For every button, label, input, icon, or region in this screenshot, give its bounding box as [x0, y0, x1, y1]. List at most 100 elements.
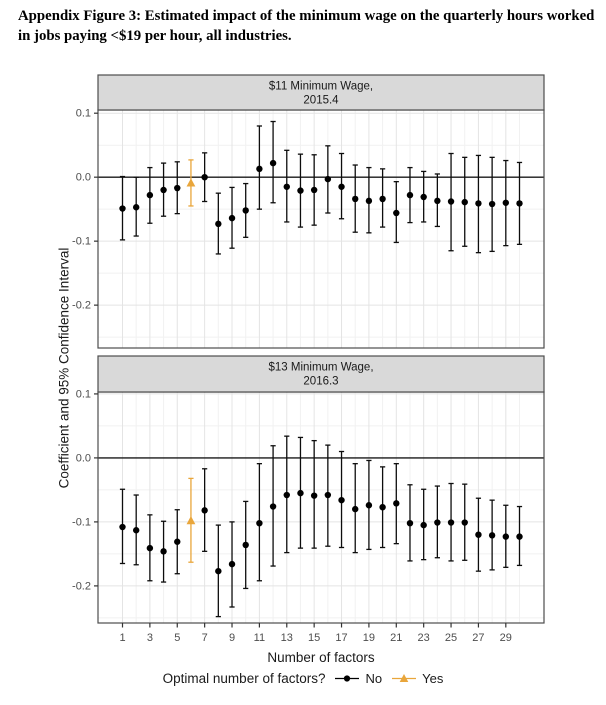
y-tick-label: -0.2 [72, 580, 91, 592]
panel-border [97, 391, 545, 624]
error-bar [119, 175, 126, 241]
data-point [447, 198, 455, 205]
panel-border [97, 109, 545, 349]
optimal-error-bar [186, 477, 196, 563]
error-bar [379, 466, 386, 549]
optimal-error-bar [186, 159, 196, 207]
data-point [242, 541, 249, 549]
error-bar [420, 170, 427, 223]
data-point [242, 207, 249, 214]
data-point [393, 209, 400, 217]
data-point [516, 200, 523, 207]
facet-strip-label: 2016.3 [303, 376, 338, 388]
yes-marker-icon [392, 674, 417, 682]
error-bar [324, 444, 332, 547]
data-point [228, 560, 236, 568]
x-tick-label: 19 [363, 632, 375, 644]
error-bar [269, 445, 277, 567]
panel-1: $13 Minimum Wage,2016.30.10.0-0.1-0.21 3 5… [72, 355, 545, 644]
error-bar [475, 154, 482, 254]
error-bar [434, 173, 441, 228]
x-tick-label: 21 [390, 632, 402, 644]
legend-key-yes: Yes [391, 671, 443, 686]
error-bar [215, 524, 222, 618]
error-bar [201, 468, 208, 552]
data-point [310, 186, 318, 194]
data-point [215, 220, 222, 228]
error-bar [447, 152, 455, 252]
legend-key-no: No [334, 671, 382, 686]
data-point [420, 193, 427, 201]
error-bar [406, 484, 414, 562]
x-tick-label: 27 [472, 632, 484, 644]
error-bar [475, 497, 482, 572]
error-bar [160, 520, 167, 583]
x-tick-label: 17 [335, 632, 347, 644]
error-bar [228, 186, 236, 249]
data-point [475, 531, 482, 538]
error-bar [174, 509, 181, 575]
facet-strip [97, 355, 545, 393]
data-point [283, 491, 290, 499]
legend: Optimal number of factors? No Yes [0, 671, 606, 686]
data-point [461, 198, 468, 206]
error-bar [393, 463, 400, 545]
x-tick-label: 11 [254, 632, 265, 644]
error-bar [228, 521, 236, 608]
error-bar [338, 152, 345, 220]
x-tick-label: 23 [418, 632, 430, 644]
x-tick-label: 1 [119, 632, 125, 644]
data-point [228, 214, 236, 222]
data-point [256, 519, 263, 527]
error-bar [256, 125, 263, 210]
data-point [160, 186, 167, 194]
optimal-point [186, 516, 196, 525]
data-point [160, 548, 167, 555]
data-point [420, 521, 427, 529]
data-point [516, 533, 523, 540]
data-point [379, 195, 386, 203]
error-bar [256, 463, 263, 582]
data-point [119, 205, 126, 212]
data-point [201, 173, 208, 181]
data-point [488, 200, 496, 208]
x-axis-title: Number of factors [267, 650, 375, 665]
error-bar [447, 482, 455, 562]
data-point [365, 197, 373, 205]
legend-label-yes: Yes [422, 671, 444, 686]
data-point [132, 527, 140, 534]
error-bar [146, 514, 154, 582]
error-bar [516, 161, 523, 246]
facet-strip-label: $11 Minimum Wage, [269, 81, 373, 93]
error-bar [310, 439, 318, 549]
error-bar [502, 159, 510, 247]
error-bar [283, 149, 290, 223]
data-point [502, 533, 510, 540]
data-point [406, 519, 414, 527]
facet-strip-label: 2015.4 [303, 95, 339, 107]
data-point [393, 500, 400, 507]
data-point [283, 183, 290, 190]
data-point [352, 505, 359, 513]
error-bar [269, 120, 277, 204]
error-bar [338, 450, 345, 549]
y-tick-label: -0.2 [72, 300, 91, 312]
error-bar [297, 436, 304, 549]
error-bar [215, 192, 222, 255]
data-point [324, 175, 332, 183]
data-point [297, 187, 304, 194]
y-tick-label: 0.1 [76, 388, 91, 400]
data-point [297, 489, 304, 497]
error-bar [324, 145, 332, 214]
data-point [434, 197, 441, 205]
error-bar [201, 152, 208, 203]
data-point [338, 496, 345, 504]
data-point [447, 519, 455, 526]
error-bar [516, 505, 523, 567]
error-bar [174, 161, 181, 215]
error-bar [488, 499, 496, 571]
error-bar [160, 162, 167, 217]
data-point [434, 519, 441, 526]
x-tick-label: 29 [500, 632, 512, 644]
